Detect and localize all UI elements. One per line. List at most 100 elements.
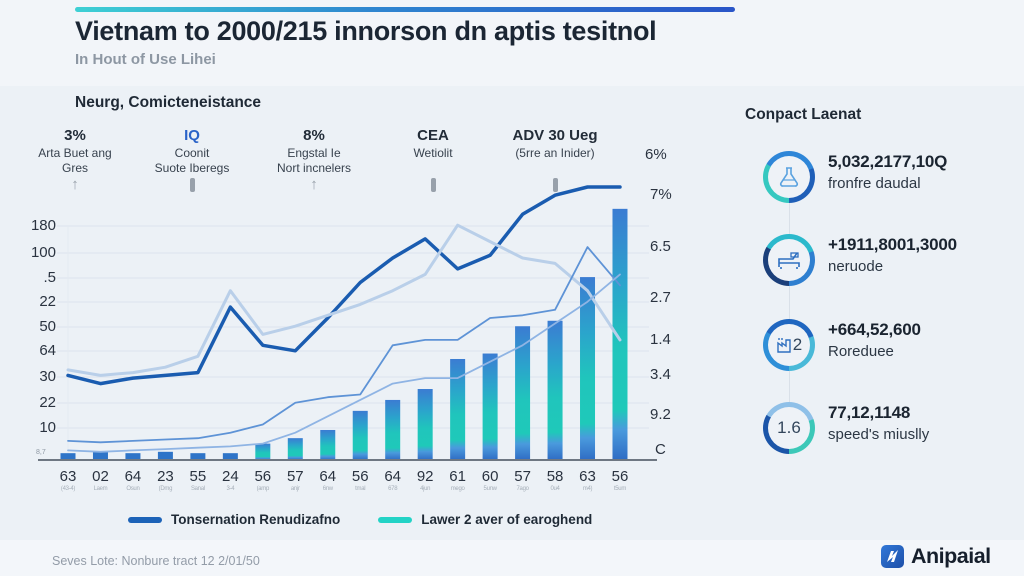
x-axis-sublabel: 5unw (483, 486, 497, 492)
bar (255, 443, 271, 460)
kpi-sublabel: Arta Buet ang (38, 145, 112, 160)
page-title: Vietnam to 2000/215 innorson dn aptis te… (75, 16, 657, 46)
x-axis-label: 63 (579, 468, 596, 485)
chart-legend: Tonsernation Renudizafno Lawer 2 aver of … (128, 512, 592, 527)
bar (60, 453, 76, 460)
x-axis-sublabel: (Dmg (158, 486, 173, 492)
stat-item-text: 5,032,2177,10Q fronfre daudal (828, 152, 1018, 192)
kpi-value: ADV 30 Ueg (512, 127, 598, 144)
legend-label: Tonsernation Renudizafno (171, 512, 341, 527)
kpi-sublabel: Gres (61, 161, 88, 176)
bar (482, 353, 498, 460)
legend-item: Tonsernation Renudizafno (128, 512, 340, 527)
stat-ring-2 (763, 234, 815, 286)
x-axis-sublabel: Laem (93, 486, 108, 492)
x-axis-label: 64 (124, 468, 142, 485)
x-axis-sublabel: 4jun (420, 486, 431, 492)
series-line-3 (67, 246, 621, 444)
bar (287, 438, 303, 460)
stat-value: +664,52,600 (828, 320, 921, 339)
x-axis-label: 58 (546, 468, 564, 485)
legend-swatch (378, 516, 413, 523)
tick-bar-icon (190, 178, 195, 192)
stat-icon-wrap (763, 151, 815, 203)
stat-label: neruode (828, 258, 884, 275)
x-axis-label: 57 (514, 468, 531, 485)
x-axis-label: 24 (222, 468, 239, 485)
stat-icon-wrap: 2 (763, 319, 815, 371)
stat-value: 5,032,2177,10Q (828, 152, 948, 171)
line-bar-chart (38, 185, 657, 461)
stat-item-text: +664,52,600 Roreduee (828, 320, 1018, 360)
bar (352, 410, 368, 460)
left-axis-tick: 22 (39, 394, 56, 411)
right-axis-tick: 2.7 (650, 289, 671, 306)
left-axis-tick: 30 (39, 368, 56, 385)
x-axis-label: 23 (157, 468, 174, 485)
x-axis-label: 61 (449, 468, 466, 485)
bar (515, 326, 531, 460)
left-axis-tick: 50 (39, 318, 56, 335)
bar (222, 453, 238, 460)
x-axis-sublabel: anjr (290, 486, 300, 492)
bar (612, 208, 628, 460)
kpi-column-3: 8% Engstal Ie Nort incnelers (244, 127, 384, 177)
series-line-2 (66, 223, 622, 377)
stats-connector-line (789, 200, 790, 410)
bed-icon (775, 247, 803, 273)
legend-item: Lawer 2 aver of earoghend (378, 512, 592, 527)
left-axis-small-tick: 8,7 (36, 449, 46, 456)
series-line-1 (66, 185, 622, 386)
legend-swatch (128, 516, 162, 523)
right-axis-tick: 1.4 (650, 331, 671, 348)
stat-item-text: 77,12,1148 speed's miuslly (828, 403, 1018, 443)
x-axis-label: 92 (416, 468, 434, 485)
left-axis-tick: 180 (30, 217, 56, 234)
x-axis-label: 55 (189, 468, 207, 485)
kpi-column-2: IQ Coonit Suote Iberegs (122, 127, 262, 177)
right-axis-tick: 7% (650, 186, 672, 203)
x-axis-label: 02 (92, 468, 109, 485)
x-axis-label: 56 (254, 468, 272, 485)
x-axis-sublabel: Osun (126, 486, 140, 492)
series-line-4 (67, 273, 621, 453)
brand-lockup: Anipaial (881, 544, 991, 569)
right-top-percent-label: 6% (645, 146, 667, 163)
brand-name: Anipaial (911, 544, 991, 568)
bar (157, 451, 173, 460)
x-axis-sublabel: 7ago (516, 486, 529, 492)
x-axis-sublabel: t5um (613, 486, 627, 492)
bar (92, 451, 108, 460)
x-axis-sublabel: 0u4 (550, 486, 560, 492)
x-axis-label: 56 (351, 468, 369, 485)
x-axis-sublabel: mego (450, 486, 465, 492)
x-axis-sublabel: m4) (582, 486, 593, 492)
kpi-value: 8% (303, 127, 325, 144)
header-band (0, 0, 1024, 86)
kpi-column-4: CEA Wetiolit (363, 127, 503, 161)
stat-ring-1 (763, 151, 815, 203)
x-axis-sublabel: (amp (256, 486, 270, 492)
left-axis-tick: 22 (39, 293, 56, 310)
x-axis-sublabel: (43-4) (60, 486, 76, 492)
x-axis-sublabel: tmal (355, 486, 366, 492)
x-axis-sublabel: 6nw (322, 486, 333, 492)
stat-ring-3: 2 (763, 319, 815, 371)
stat-value: +1911,8001,3000 (828, 235, 957, 254)
bar (547, 320, 563, 460)
stats-panel-heading: Conpact Laenat (745, 106, 862, 123)
x-axis-label: 63 (59, 468, 77, 485)
kpi-sublabel: Wetiolit (413, 145, 453, 160)
stat-ring-number: 2 (792, 335, 803, 354)
bar (385, 399, 401, 460)
left-axis-tick: 64 (39, 342, 56, 359)
stat-label: fronfre daudal (828, 175, 921, 192)
kpi-value: CEA (417, 127, 449, 144)
kpi-column-5: ADV 30 Ueg (5rre an Inider) (485, 127, 625, 161)
x-axis-sublabel: Sanal (190, 486, 205, 492)
left-axis-tick: .5 (43, 269, 56, 286)
legend-label: Lawer 2 aver of earoghend (421, 512, 593, 527)
stat-icon-wrap (763, 234, 815, 286)
left-axis-tick: 10 (39, 419, 56, 436)
